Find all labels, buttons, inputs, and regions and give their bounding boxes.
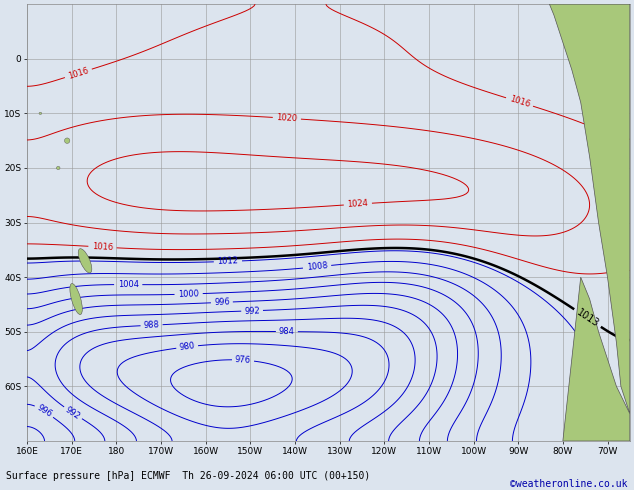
Polygon shape [563,277,630,441]
Text: 996: 996 [35,403,53,419]
Text: Surface pressure [hPa] ECMWF  Th 26-09-2024 06:00 UTC (00+150): Surface pressure [hPa] ECMWF Th 26-09-20… [6,471,371,481]
Text: 1004: 1004 [118,280,139,289]
Text: ©weatheronline.co.uk: ©weatheronline.co.uk [510,479,628,489]
Text: 988: 988 [143,320,160,330]
Ellipse shape [56,166,60,170]
Text: 980: 980 [179,342,195,352]
Ellipse shape [78,248,92,273]
Text: 1000: 1000 [178,289,199,299]
Text: 1016: 1016 [67,66,90,81]
Text: 1016: 1016 [508,95,531,109]
Text: 992: 992 [64,405,82,421]
Ellipse shape [65,138,70,144]
Text: 976: 976 [235,355,251,365]
Text: 1012: 1012 [217,257,238,266]
Text: 1024: 1024 [347,199,368,209]
Ellipse shape [39,112,42,115]
Text: 1020: 1020 [276,113,297,123]
Text: 984: 984 [279,327,295,336]
Text: 996: 996 [214,297,230,307]
Ellipse shape [70,284,82,315]
Text: 1008: 1008 [306,261,328,272]
Text: 1013: 1013 [574,307,600,329]
Text: 1016: 1016 [92,242,113,252]
Polygon shape [550,4,630,414]
Text: 992: 992 [244,306,260,316]
